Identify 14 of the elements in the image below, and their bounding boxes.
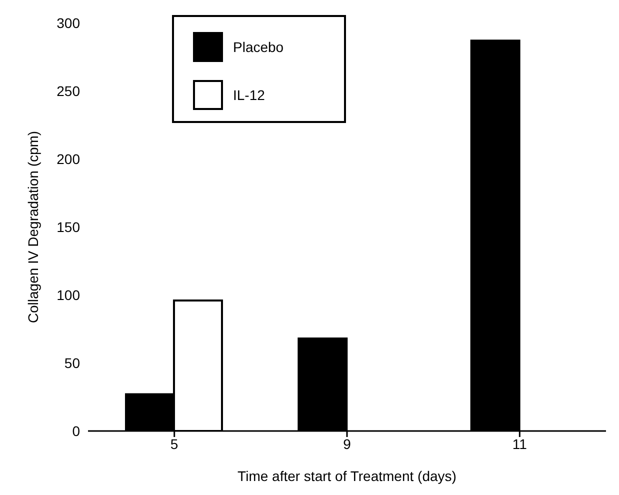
y-tick-label: 200 <box>56 150 80 167</box>
y-tick-label: 100 <box>56 286 80 303</box>
y-tick-label: 150 <box>56 218 80 235</box>
y-tick-label: 250 <box>56 82 80 99</box>
x-tick-label: 5 <box>170 436 178 452</box>
x-axis-title: Time after start of Treatment (days) <box>238 468 456 484</box>
y-tick-label: 300 <box>56 14 80 31</box>
y-tick-label: 0 <box>72 422 80 439</box>
x-tick-label: 11 <box>512 436 528 452</box>
legend-label: Placebo <box>233 39 284 55</box>
y-axis-title: Collagen IV Degradation (cpm) <box>24 130 41 324</box>
y-tick-label: 50 <box>64 354 80 371</box>
legend-label: IL-12 <box>233 87 265 103</box>
x-tick-label: 9 <box>343 436 352 452</box>
